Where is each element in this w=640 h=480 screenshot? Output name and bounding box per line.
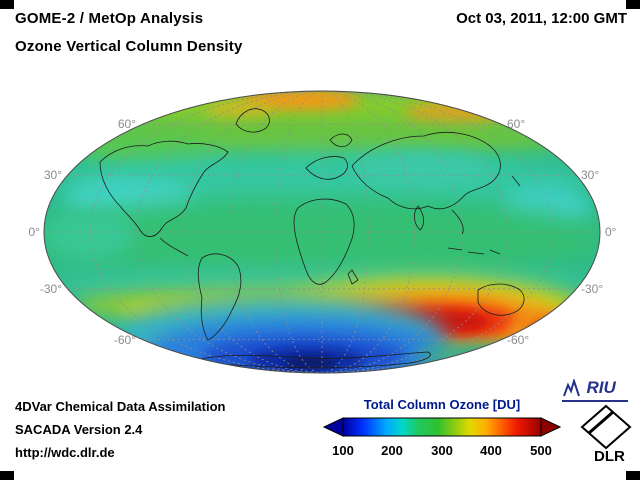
- footer-url: http://wdc.dlr.de: [15, 445, 115, 460]
- lat-label-30n-right: 30°: [581, 168, 600, 182]
- footer-version: SACADA Version 2.4: [15, 422, 143, 437]
- colorbar-gradient: [342, 417, 542, 437]
- colorbar-tick-200: 200: [381, 443, 403, 458]
- dlr-logo-text: DLR: [594, 448, 625, 465]
- footer-assimilation: 4DVar Chemical Data Assimilation: [15, 399, 226, 414]
- lat-label-60s-left: -60°: [113, 333, 136, 347]
- corner-mark-bottom-right: [626, 471, 640, 480]
- colorbar-tick-400: 400: [480, 443, 502, 458]
- colorbar-tick-300: 300: [431, 443, 453, 458]
- colorbar-tick-500: 500: [530, 443, 552, 458]
- corner-mark-top-right: [626, 0, 640, 9]
- lat-label-30s-right: -30°: [581, 282, 604, 296]
- corner-mark-top-left: [0, 0, 14, 9]
- riu-underline: [562, 399, 628, 402]
- colorbar-left-arrow: [323, 417, 344, 437]
- colorbar: [323, 417, 561, 437]
- graticule: [44, 91, 600, 373]
- lat-label-0-left: 0°: [28, 225, 40, 239]
- riu-peak-icon: [563, 377, 580, 397]
- riu-logo-text: RIU: [586, 378, 616, 397]
- coastlines: [99, 108, 555, 369]
- lat-label-60s-right: -60°: [507, 333, 530, 347]
- lat-label-60n-right: 60°: [507, 117, 526, 131]
- lat-label-0-right: 0°: [605, 225, 617, 239]
- colorbar-tick-100: 100: [332, 443, 354, 458]
- lat-label-30n-left: 30°: [43, 168, 62, 182]
- colorbar-title: Total Column Ozone [DU]: [363, 397, 521, 412]
- colorbar-right-arrow: [540, 417, 561, 437]
- riu-logo: RIU: [562, 377, 632, 406]
- page-subtitle: Ozone Vertical Column Density: [15, 38, 243, 55]
- page-title: GOME-2 / MetOp Analysis: [15, 10, 204, 27]
- lat-label-30s-left: -30°: [39, 282, 62, 296]
- globe-outline: [43, 90, 601, 374]
- dlr-logo-icon: [580, 404, 632, 450]
- timestamp: Oct 03, 2011, 12:00 GMT: [456, 10, 627, 27]
- corner-mark-bottom-left: [0, 471, 14, 480]
- lat-label-60n-left: 60°: [117, 117, 136, 131]
